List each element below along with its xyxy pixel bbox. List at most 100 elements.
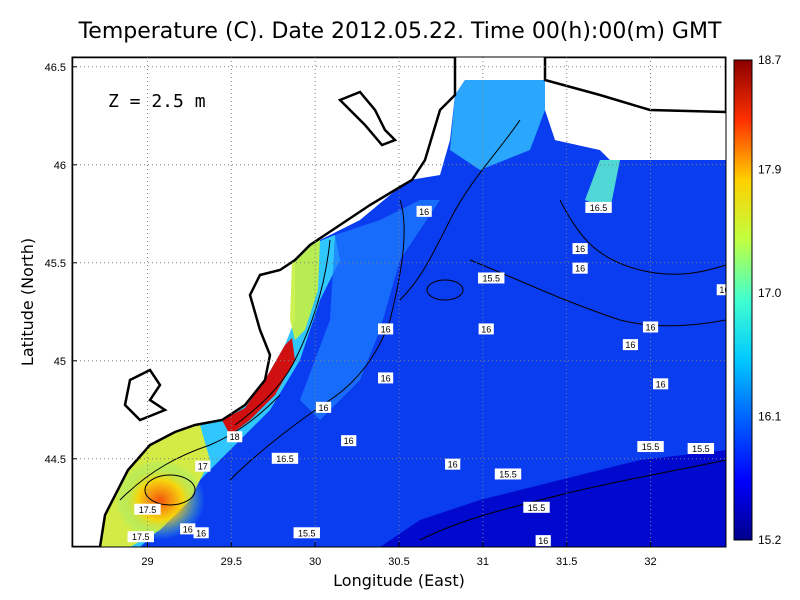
x-tick-label: 30	[309, 556, 321, 568]
contour-label-box	[494, 468, 522, 480]
contour-label-box	[637, 441, 664, 453]
contour-label: 15.5	[494, 468, 522, 480]
colorbar-tick-label: 15.2	[758, 533, 782, 547]
contour-line	[144, 474, 196, 506]
colorbar-tick-label: 16.1	[758, 410, 782, 424]
contour-label-box	[716, 284, 726, 296]
y-axis-label: Latitude (North)	[18, 238, 37, 366]
colorbar-tick-label: 18.7	[758, 53, 782, 67]
contour-label-text: 16	[381, 373, 391, 383]
contour-label-box	[642, 321, 659, 333]
contour-label-text: 16	[319, 403, 329, 413]
contour-label-box	[687, 443, 715, 454]
contour-label-text: 15.5	[482, 273, 500, 283]
contour-label: 16	[180, 523, 196, 535]
contour-label-text: 16	[719, 285, 729, 295]
contour-label: 16	[716, 284, 729, 296]
contour-label-text: 16	[575, 264, 585, 274]
y-tick-label: 46	[54, 160, 66, 172]
contour-label-text: 16	[575, 244, 585, 254]
sea-region-deep-south	[380, 450, 726, 547]
contour-label: 16	[193, 527, 209, 539]
contour-line	[399, 119, 521, 301]
sea-region-shelf-green	[290, 240, 320, 340]
contour-label-text: 15.5	[642, 442, 660, 452]
x-tick-label: 29.5	[221, 556, 242, 568]
contour-label-text: 16	[196, 528, 206, 538]
contour-label-text: 17	[198, 462, 208, 472]
contour-line	[426, 279, 464, 301]
coastline-lagoon-west	[123, 368, 168, 422]
contour-label-box	[653, 378, 669, 390]
contour-label-box	[180, 523, 196, 535]
contour-label-box	[134, 503, 161, 515]
contour-label: 16	[572, 243, 588, 255]
contour-label: 16	[572, 262, 588, 274]
coastline-east	[543, 57, 726, 114]
depth-annotation: Z = 2.5 m	[108, 91, 206, 112]
contour-label-box	[127, 531, 154, 543]
y-tick-label: 46.5	[45, 62, 66, 74]
contour-label-text: 16	[646, 322, 656, 332]
contour-label: 16	[622, 339, 639, 351]
sea-region-coastal-red	[222, 338, 295, 435]
contour-label: 16	[445, 458, 461, 470]
contour-label: 15.5	[478, 272, 505, 284]
contour-line	[229, 199, 405, 481]
contour-label-text: 16	[656, 379, 666, 389]
contour-label: 15.5	[687, 443, 715, 454]
contour-label-text: 16	[625, 340, 635, 350]
contour-label: 16	[478, 323, 494, 335]
contour-label: 15.5	[523, 501, 550, 513]
x-tick-label: 31	[477, 556, 489, 568]
y-tick-label: 44.5	[45, 454, 66, 466]
coastline-east-lagoon	[552, 95, 726, 160]
contour-label: 17.5	[134, 503, 161, 515]
contour-label-box	[377, 372, 394, 384]
sea-region-warm-spot	[115, 460, 205, 540]
contour-label-box	[523, 501, 550, 513]
colorbar-tick-label: 17.0	[758, 286, 782, 300]
contour-label-text: 16	[344, 436, 354, 446]
colorbar-gradient	[733, 59, 753, 541]
contour-label: 16	[642, 321, 659, 333]
contour-label: 16	[315, 401, 332, 413]
sea-region-base	[100, 80, 726, 547]
contour-label-box	[445, 458, 461, 470]
land-mask	[72, 57, 726, 547]
contour-label: 15.5	[293, 527, 320, 539]
contour-label-box	[478, 323, 494, 335]
contour-label-text: 17.5	[132, 532, 150, 542]
contour-label: 16	[377, 323, 394, 335]
grid-lines	[72, 57, 726, 547]
contour-label-box	[293, 527, 320, 539]
contour-label-text: 16	[183, 524, 193, 534]
contour-label-text: 15.5	[528, 503, 546, 513]
contour-label-text: 18	[230, 432, 240, 442]
sea-region-northeast-cyan	[585, 160, 620, 210]
contour-label-box	[271, 452, 299, 464]
contour-label-box	[227, 431, 243, 443]
y-axis-ticks: 44.5 45 45.5 46 46.5	[45, 62, 77, 466]
sea-region-north-cyan	[450, 80, 545, 170]
contour-label-box	[193, 527, 209, 539]
contour-label-text: 16	[538, 536, 548, 546]
contour-label: 16.5	[271, 452, 299, 464]
contour-label-box	[341, 435, 357, 447]
colorbar: 15.2 16.1 17.0 17.9 18.7	[733, 53, 782, 547]
contour-label-text: 15.5	[298, 528, 316, 538]
y-tick-label: 45.5	[45, 258, 66, 270]
contour-label-box	[377, 323, 394, 335]
contour-label: 17.5	[127, 531, 154, 543]
contour-label-text: 16	[381, 324, 391, 334]
contour-label-box	[535, 535, 551, 547]
coastline-inlet	[337, 90, 398, 147]
colorbar-labels: 15.2 16.1 17.0 17.9 18.7	[758, 53, 782, 547]
coastline	[72, 57, 457, 547]
x-axis-label: Longitude (East)	[333, 571, 465, 590]
x-axis-ticks: 29 29.5 30 30.5 31 31.5 32	[141, 542, 657, 568]
contour-label-text: 16	[448, 460, 458, 470]
contour-line	[119, 394, 281, 501]
